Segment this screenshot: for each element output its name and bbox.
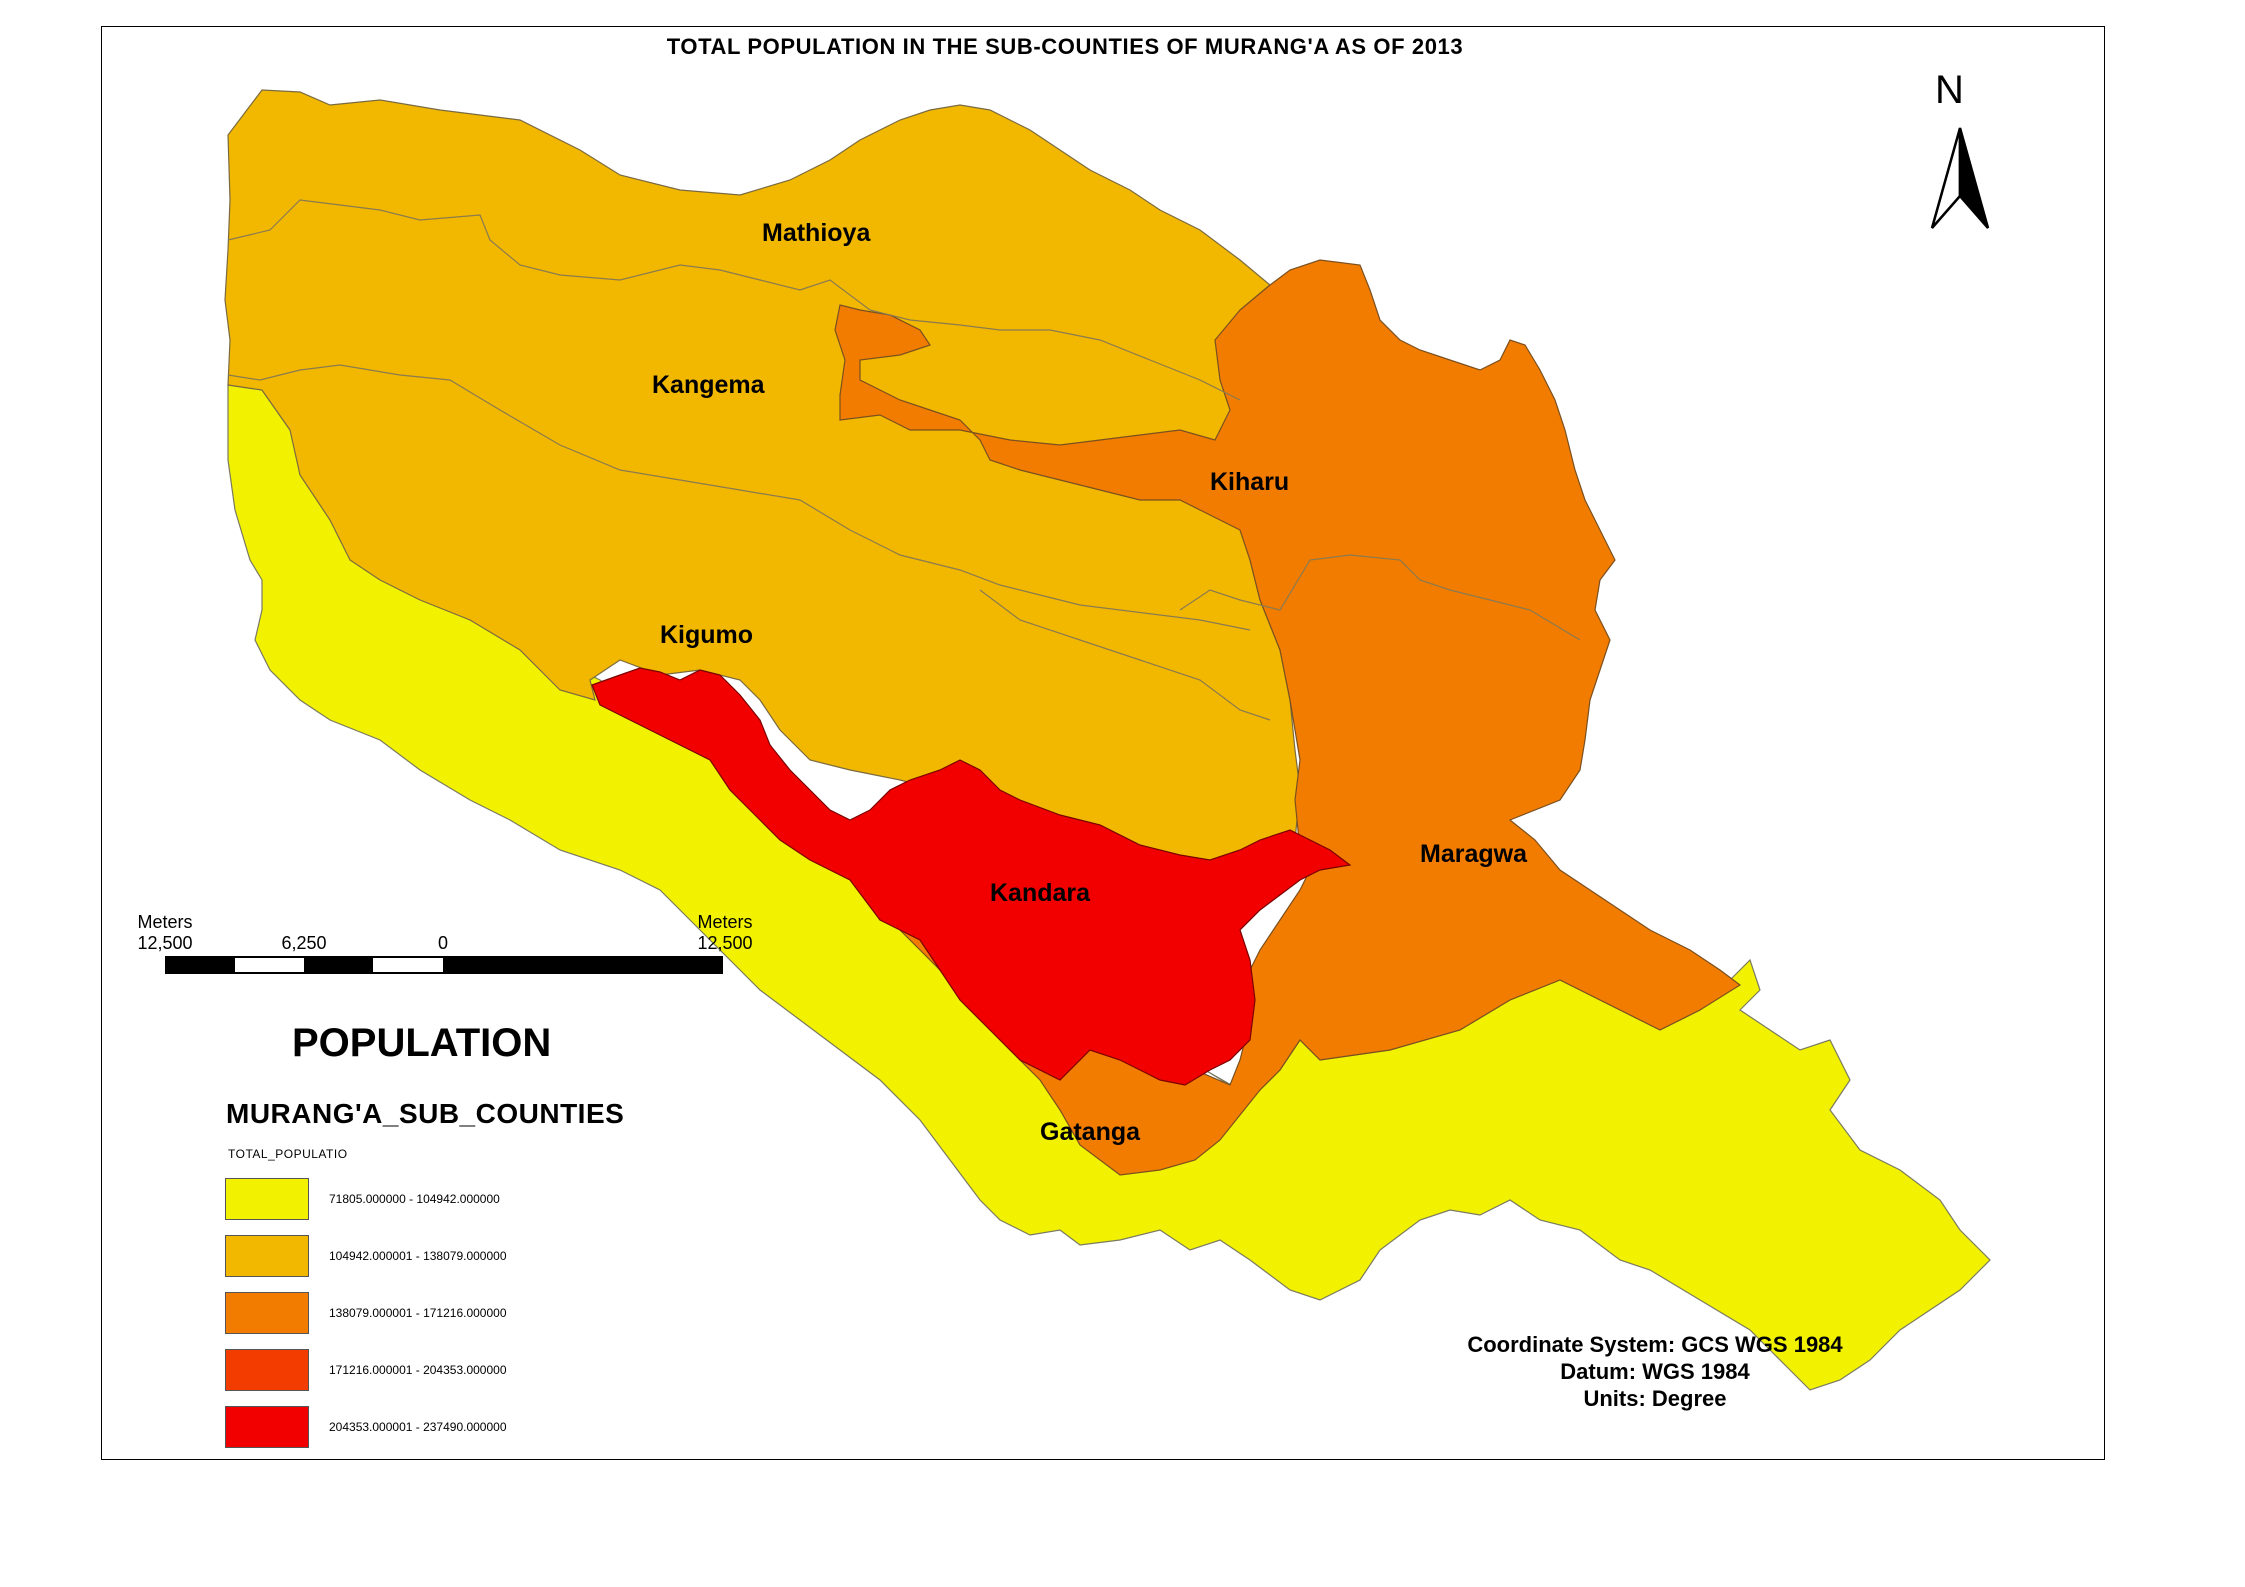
region-kandara[interactable] xyxy=(591,667,1352,1086)
north-label: N xyxy=(1935,68,1964,112)
legend-label: 138079.000001 - 171216.000000 xyxy=(329,1306,507,1320)
legend-label: 104942.000001 - 138079.000000 xyxy=(329,1249,507,1263)
legend-item: 204353.000001 - 237490.000000 xyxy=(225,1405,507,1449)
legend-swatch xyxy=(225,1178,309,1220)
legend-title: POPULATION xyxy=(292,1021,552,1065)
region-label-kiharu: Kiharu xyxy=(1210,468,1289,496)
legend-label: 171216.000001 - 204353.000000 xyxy=(329,1363,507,1377)
map-title: TOTAL POPULATION IN THE SUB-COUNTIES OF … xyxy=(666,34,1464,59)
coordinate-units: Units: Degree xyxy=(1583,1386,1727,1411)
coordinate-info: Coordinate System: GCS WGS 1984 Datum: W… xyxy=(1380,1331,1930,1412)
legend-swatch xyxy=(225,1406,309,1448)
legend-item: 104942.000001 - 138079.000000 xyxy=(225,1234,507,1278)
map-frame xyxy=(101,26,2105,1460)
region-label-kangema: Kangema xyxy=(652,371,766,399)
legend-swatch xyxy=(225,1235,309,1277)
region-label-kigumo: Kigumo xyxy=(660,621,753,649)
legend-swatch xyxy=(225,1349,309,1391)
scale-bar xyxy=(165,956,723,974)
internal-boundaries xyxy=(227,199,1581,721)
legend-label: 71805.000000 - 104942.000000 xyxy=(329,1192,500,1206)
region-label-mathioya: Mathioya xyxy=(762,219,871,247)
coordinate-datum: Datum: WGS 1984 xyxy=(1560,1359,1750,1384)
scale-label-mid: 6,250 xyxy=(281,933,327,953)
scale-label-right: Meters 12,500 xyxy=(697,912,753,953)
region-label-gatanga: Gatanga xyxy=(1040,1118,1141,1146)
legend-item: 138079.000001 - 171216.000000 xyxy=(225,1291,507,1335)
region-label-maragwa: Maragwa xyxy=(1420,840,1528,868)
legend-layer-name: MURANG'A_SUB_COUNTIES xyxy=(226,1098,625,1129)
region-upper-west[interactable] xyxy=(224,89,1301,886)
region-label-kandara: Kandara xyxy=(990,879,1091,907)
legend-swatch xyxy=(225,1292,309,1334)
coordinate-system: Coordinate System: GCS WGS 1984 xyxy=(1467,1332,1843,1357)
north-arrow-icon xyxy=(1930,127,1990,229)
legend-label: 204353.000001 - 237490.000000 xyxy=(329,1420,507,1434)
legend-item: 71805.000000 - 104942.000000 xyxy=(225,1177,500,1221)
scale-label-zero: 0 xyxy=(437,933,448,953)
legend-item: 171216.000001 - 204353.000000 xyxy=(225,1348,507,1392)
legend-field-name: TOTAL_POPULATIO xyxy=(228,1147,348,1161)
scale-label-left: Meters 12,500 xyxy=(137,912,193,953)
